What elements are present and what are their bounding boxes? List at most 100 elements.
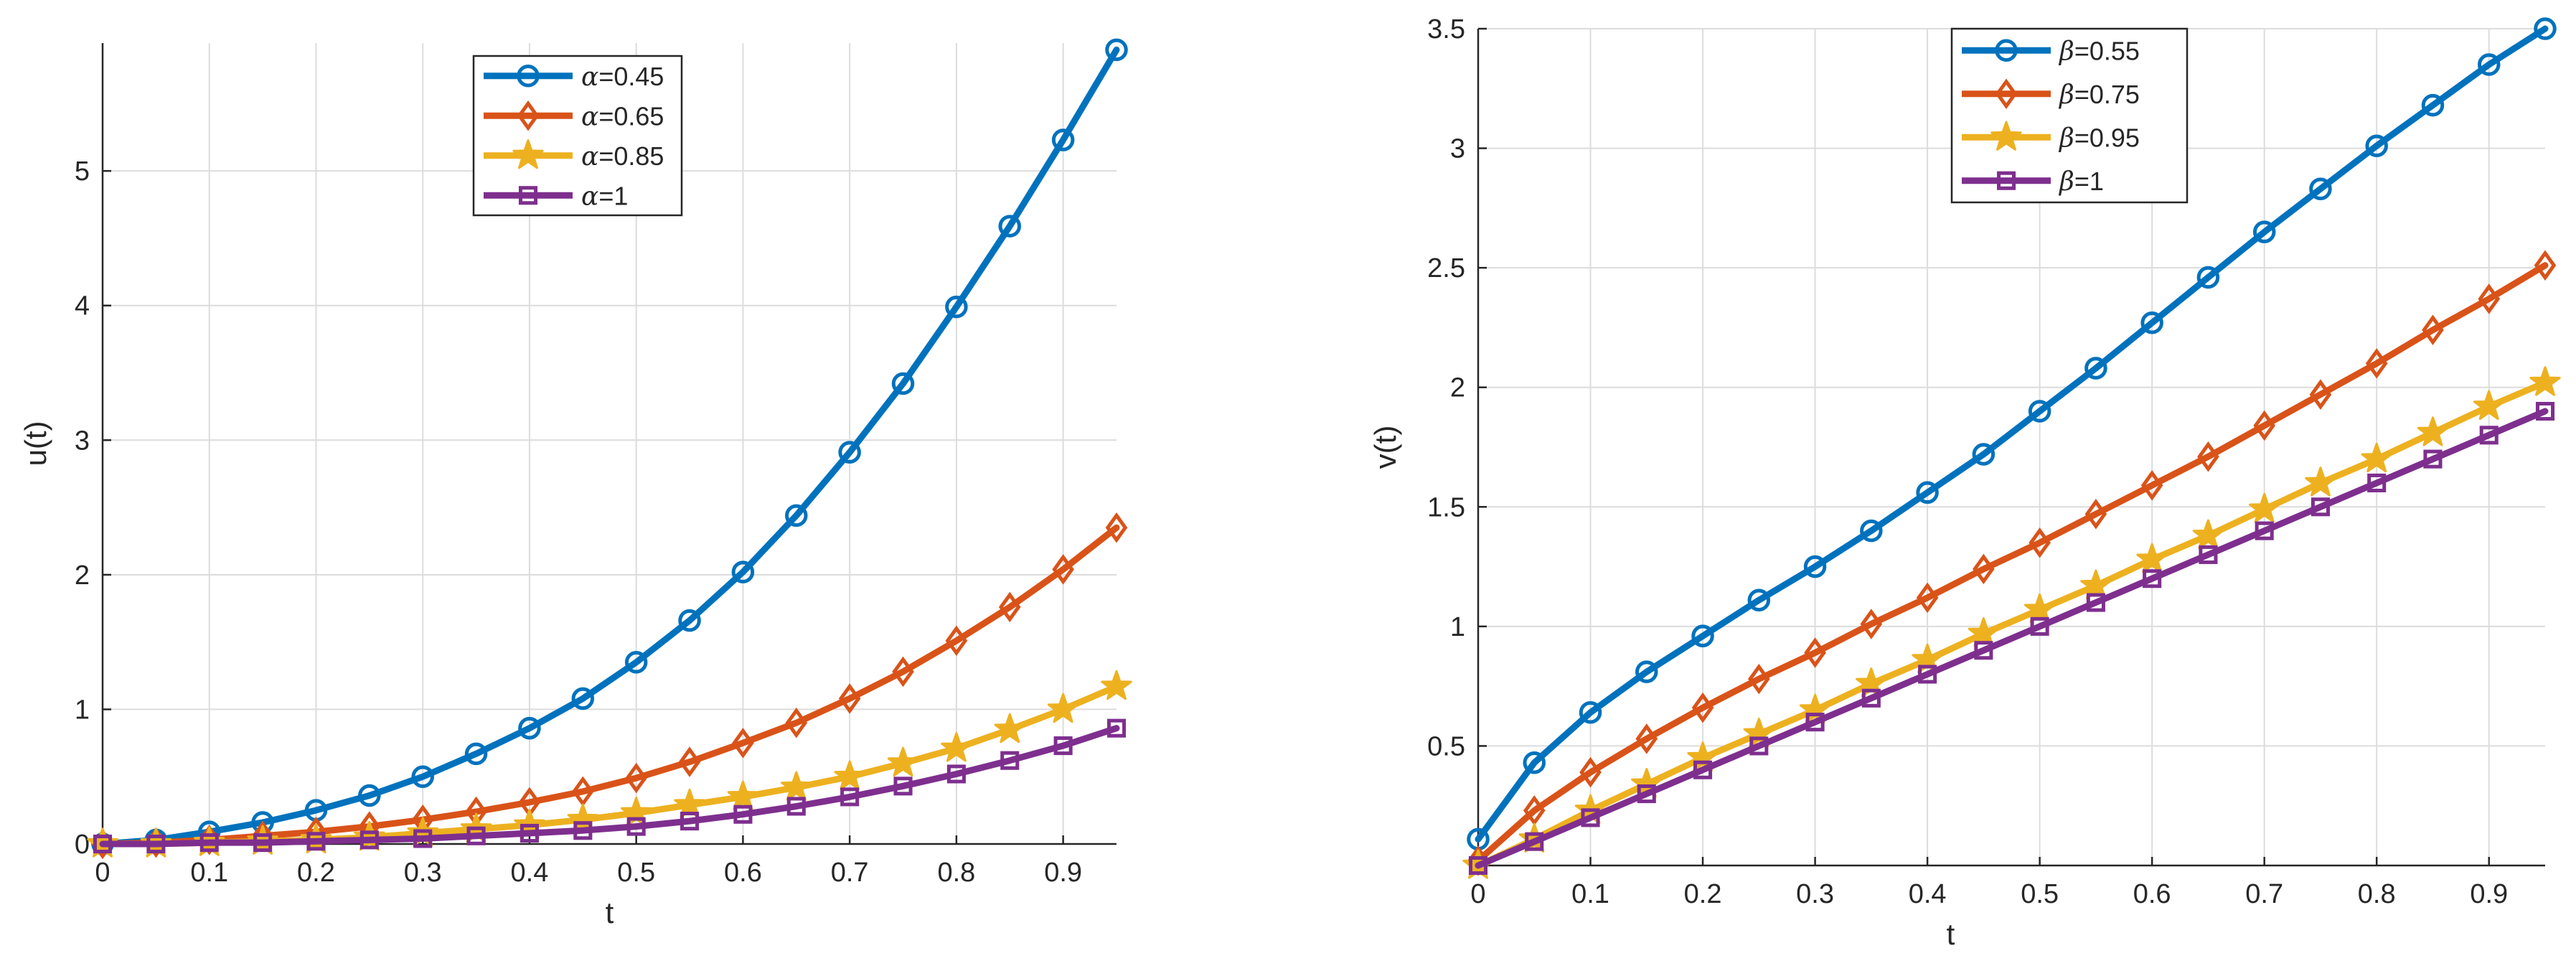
data-point [2143,569,2162,588]
data-point [2197,441,2219,472]
data-point [1916,481,1939,505]
x-tick-label: 0.7 [831,858,869,888]
series-line [1475,262,2549,864]
data-point [2309,379,2332,410]
data-point [1053,736,1073,756]
y-tick-label: 0 [75,830,90,860]
data-point [2086,593,2105,612]
data-point [1804,637,1826,668]
data-point [2028,400,2051,423]
data-point [2421,93,2445,117]
data-point [93,834,113,854]
data-point [1972,443,1996,466]
y-tick-label: 4 [75,291,90,322]
legend-marker [518,186,538,205]
x-axis-label: t [1947,917,1955,951]
data-point [1860,609,1883,639]
data-point [2084,357,2107,380]
legend-marker [517,64,540,88]
data-point [2367,473,2387,493]
data-point [520,823,539,843]
data-point [1631,768,1663,798]
x-tick-label: 0.8 [937,858,975,888]
y-tick-label: 1 [75,695,90,725]
data-point [731,560,755,583]
data-point [1747,663,1770,695]
data-point [2192,519,2224,549]
data-point [781,771,812,801]
data-point [941,732,972,762]
data-point [2479,426,2499,445]
data-point [733,805,753,824]
data-point [2534,17,2557,40]
data-point [2249,492,2280,523]
x-tick-label: 0 [95,858,110,888]
data-point [2140,311,2163,334]
data-point [1579,701,1602,724]
x-tick-label: 0.3 [404,858,442,888]
x-tick-label: 0.4 [1909,879,1947,909]
data-point [2422,314,2444,346]
data-point [998,591,1021,623]
data-point [146,834,166,854]
data-point [2136,543,2168,573]
legend-label: α=0.45 [581,62,664,92]
data-point [2305,466,2336,497]
data-point [2478,283,2501,314]
data-point [626,817,646,836]
data-point [1973,553,1995,585]
data-point [1052,554,1074,585]
data-point [893,777,913,796]
data-point [994,713,1025,744]
data-point [253,833,273,853]
data-point [680,812,700,831]
x-tick-label: 0.1 [1571,879,1609,909]
data-point [2365,134,2388,158]
data-point [1747,588,1771,611]
x-tick-label: 0.2 [1684,879,1722,909]
data-point [1803,555,1827,578]
legend-marker [1995,78,2018,110]
x-tick-label: 0.1 [190,858,228,888]
y-tick-label: 2 [75,560,90,591]
data-point [1691,692,1714,723]
data-point [1106,718,1127,738]
x-tick-label: 0.8 [2358,879,2396,909]
legend-marker [1990,121,2022,151]
data-point [2529,366,2561,396]
y-tick-label: 3.5 [1427,14,1465,44]
x-tick-label: 0.5 [617,858,655,888]
data-point [359,830,379,850]
data-point [678,609,701,632]
x-tick-label: 0 [1470,879,1485,909]
x-tick-label: 0.2 [297,858,335,888]
series-1 [91,512,1128,860]
legend-label: α=1 [581,181,628,211]
data-point [1581,808,1600,827]
data-point [1579,756,1602,788]
data-point [1693,760,1713,779]
data-point [625,762,648,794]
data-point [2417,416,2449,446]
chart-u-of-t: 0 0.1 0.2 0.3 0.4 0.5 0.6 0.7 0.8 0.9 0 1 2 3 4 5 t u(t) α… [19,38,1132,929]
data-point [786,797,806,816]
data-point [199,833,219,853]
data-point [2199,545,2218,564]
data-point [518,716,541,740]
data-point [2140,470,2163,501]
legend-label: β=0.55 [2058,36,2140,66]
data-point [732,728,754,759]
data-point [354,820,385,851]
data-point [1635,723,1658,754]
y-tick-label: 5 [75,156,90,187]
data-point [1000,751,1020,770]
data-point [887,746,919,777]
data-point [945,625,968,657]
data-point [945,295,968,319]
data-point [2029,527,2051,558]
series-0 [1467,17,2557,851]
x-axis-label: t [606,896,614,929]
data-point [1051,128,1075,151]
data-point [2255,521,2274,540]
data-point [1635,660,1658,683]
